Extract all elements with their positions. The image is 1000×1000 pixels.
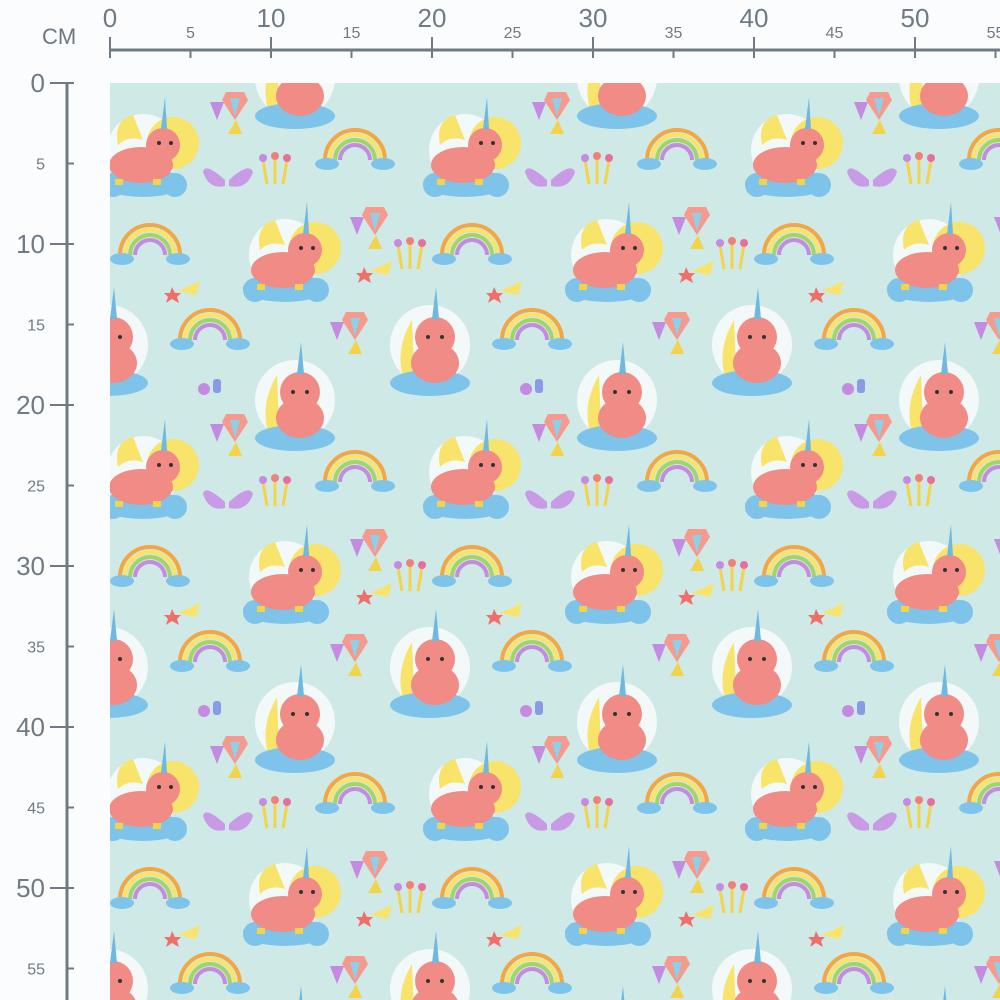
top-tick-label: 30 xyxy=(579,3,608,33)
top-tick-label: 15 xyxy=(343,25,361,42)
top-ruler: 0 5 10 15 20 25 30 35 40 45 50 55 xyxy=(103,3,1000,58)
top-tick-label: 50 xyxy=(901,3,930,33)
fabric-preview xyxy=(110,83,1000,1000)
top-tick-label: 45 xyxy=(826,25,844,42)
unit-label: CM xyxy=(42,24,77,49)
top-tick-label: 55 xyxy=(987,25,1000,42)
top-tick-label: 10 xyxy=(257,3,286,33)
top-tick-label: 40 xyxy=(740,3,769,33)
left-tick-label: 55 xyxy=(27,962,45,979)
top-tick-label: 0 xyxy=(103,3,117,33)
left-tick-label: 35 xyxy=(27,640,45,657)
left-tick-label: 50 xyxy=(16,873,45,903)
left-tick-label: 25 xyxy=(27,479,45,496)
left-tick-label: 10 xyxy=(16,229,45,259)
top-tick-label: 35 xyxy=(665,25,683,42)
left-tick-label: 40 xyxy=(16,712,45,742)
top-tick-label: 20 xyxy=(418,3,447,33)
left-tick-label: 0 xyxy=(31,68,45,98)
pattern-fill xyxy=(110,83,1000,1000)
left-tick-label: 5 xyxy=(36,157,45,174)
left-tick-label: 30 xyxy=(16,551,45,581)
left-ruler: 0 5 10 15 20 25 30 35 40 45 50 55 xyxy=(16,68,74,1000)
top-tick-label: 5 xyxy=(186,25,195,42)
left-tick-label: 15 xyxy=(27,318,45,335)
left-tick-label: 20 xyxy=(16,390,45,420)
left-tick-label: 45 xyxy=(27,801,45,818)
top-tick-label: 25 xyxy=(504,25,522,42)
